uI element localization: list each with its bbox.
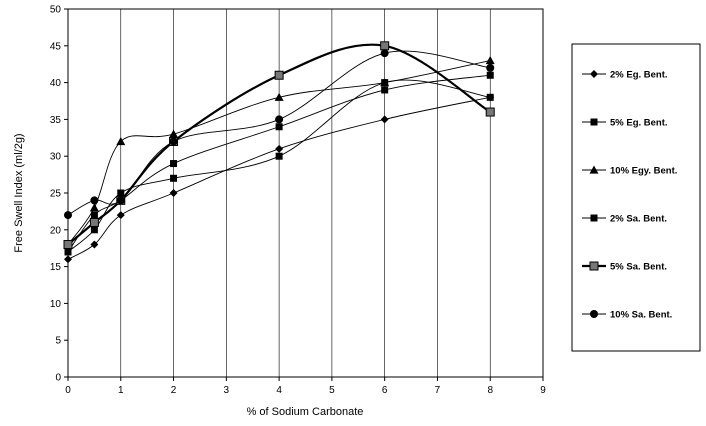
legend-entry: 2% Sa. Bent. <box>582 214 667 225</box>
y-tick-label: 15 <box>50 262 62 273</box>
x-tick-label: 1 <box>118 385 124 396</box>
data-point <box>274 92 284 101</box>
legend-marker <box>589 165 599 174</box>
legend-box <box>571 43 701 352</box>
series-6 <box>64 49 495 220</box>
data-point <box>116 196 125 205</box>
data-point <box>90 240 99 249</box>
legend: 2% Eg. Bent. 5% Eg. Bent. 10% Egy. Bent. 2%… <box>582 70 677 321</box>
legend-entry: 5% Eg. Bent. <box>582 118 668 129</box>
data-point <box>64 255 72 264</box>
y-tick-label: 0 <box>55 373 61 384</box>
data-point <box>90 196 99 205</box>
data-point <box>116 211 125 220</box>
legend-label: 10% Sa. Bent. <box>610 310 672 321</box>
legend-marker <box>590 70 598 78</box>
data-point <box>275 144 284 153</box>
legend-label: 5% Sa. Bent. <box>610 262 667 273</box>
x-tick-label: 9 <box>540 385 546 396</box>
data-point <box>485 56 495 65</box>
x-tick-label: 5 <box>329 385 335 396</box>
data-point <box>169 129 179 138</box>
data-point <box>90 211 98 219</box>
x-tick-label: 8 <box>487 385 493 396</box>
data-point <box>380 78 390 87</box>
x-axis-label: % of Sodium Carbonate <box>247 406 364 418</box>
x-tick-label: 7 <box>435 385 441 396</box>
y-tick-label: 30 <box>50 152 62 163</box>
legend-label: 2% Eg. Bent. <box>610 70 668 81</box>
y-tick-label: 10 <box>50 299 62 310</box>
data-point <box>275 123 283 131</box>
y-tick-label: 45 <box>50 41 62 52</box>
data-point <box>485 107 495 117</box>
y-axis: 0 5 10 15 20 25 30 35 40 45 50 <box>50 5 68 384</box>
data-point <box>170 174 178 182</box>
legend-label: 10% Egy. Bent. <box>610 166 677 177</box>
data-point <box>486 71 494 79</box>
y-tick-label: 50 <box>50 5 62 16</box>
data-point <box>275 152 283 160</box>
legend-marker <box>590 214 598 222</box>
data-point <box>486 63 495 72</box>
data-point <box>90 226 98 234</box>
x-tick-label: 6 <box>382 385 388 396</box>
legend-marker <box>589 261 599 271</box>
y-tick-label: 5 <box>55 336 61 347</box>
data-point <box>274 70 284 80</box>
data-point <box>169 189 178 197</box>
legend-entry: 2% Eg. Bent. <box>582 70 668 81</box>
legend-entry: 10% Sa. Bent. <box>582 310 672 321</box>
series-1 <box>64 93 495 264</box>
x-axis: 0 1 2 3 4 5 6 7 8 9 <box>65 377 546 396</box>
data-point <box>89 203 99 212</box>
data-point <box>116 136 126 146</box>
data-point <box>380 49 389 58</box>
legend-label: 5% Eg. Bent. <box>610 118 668 129</box>
plot-series <box>63 41 495 264</box>
data-point <box>169 137 178 146</box>
y-tick-label: 25 <box>50 189 62 200</box>
data-point <box>64 248 72 256</box>
y-axis-label: Free Swell Index (ml/2g) <box>13 133 25 252</box>
data-point <box>117 189 125 197</box>
data-point <box>64 211 72 220</box>
data-point <box>380 41 390 51</box>
legend-marker <box>590 310 598 318</box>
data-point <box>170 160 178 168</box>
x-tick-label: 0 <box>65 385 71 396</box>
x-tick-label: 3 <box>224 385 230 396</box>
x-tick-label: 4 <box>276 385 282 396</box>
legend-label: 2% Sa. Bent. <box>610 214 667 225</box>
data-point <box>89 217 99 227</box>
data-point <box>380 115 389 124</box>
legend-entry: 10% Egy. Bent. <box>582 165 677 177</box>
legend-entry: 5% Sa. Bent. <box>582 261 667 273</box>
legend-marker <box>590 118 598 126</box>
data-point <box>275 115 284 124</box>
data-point <box>486 93 494 101</box>
data-point <box>381 86 389 94</box>
y-tick-label: 20 <box>50 225 62 236</box>
x-tick-label: 2 <box>171 385 177 396</box>
y-tick-label: 40 <box>50 78 62 89</box>
data-point <box>63 240 73 250</box>
y-tick-label: 35 <box>50 115 62 126</box>
